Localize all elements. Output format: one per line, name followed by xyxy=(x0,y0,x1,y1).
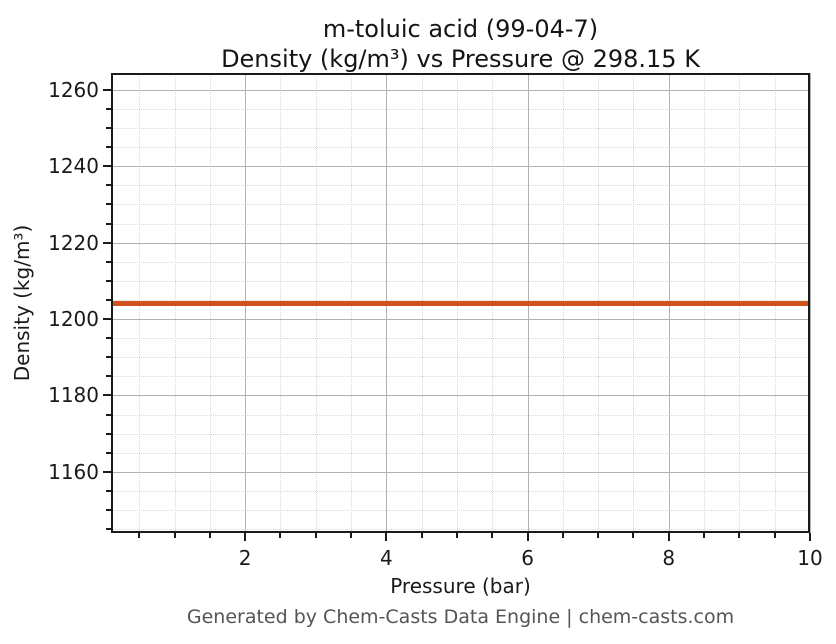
chart-title-line-1: m-toluic acid (99-04-7) xyxy=(322,15,599,43)
x-minor-tick xyxy=(597,533,600,538)
chart-title: m-toluic acid (99-04-7) Density (kg/m³) … xyxy=(111,14,810,74)
y-tick-label: 1200 xyxy=(48,307,99,332)
major-gridline-horizontal xyxy=(111,89,810,91)
major-gridline-horizontal xyxy=(111,166,810,168)
x-tick-label: 10 xyxy=(797,546,823,570)
y-minor-tick xyxy=(106,298,111,301)
x-minor-tick xyxy=(173,533,176,538)
y-minor-tick xyxy=(106,203,111,206)
x-tick-label: 2 xyxy=(238,546,252,570)
y-major-tick xyxy=(103,318,111,321)
density-line xyxy=(111,300,810,306)
minor-gridline-horizontal xyxy=(111,108,810,110)
minor-gridline-horizontal xyxy=(111,414,810,416)
y-minor-tick xyxy=(106,222,111,225)
y-major-tick xyxy=(103,88,111,91)
x-minor-tick xyxy=(138,533,141,538)
x-minor-tick xyxy=(314,533,317,538)
minor-gridline-horizontal xyxy=(111,338,810,340)
y-minor-tick xyxy=(106,146,111,149)
y-tick-label: 1240 xyxy=(48,154,99,179)
x-minor-tick xyxy=(420,533,423,538)
major-gridline-horizontal xyxy=(111,319,810,321)
major-gridline-horizontal xyxy=(111,242,810,244)
x-tick-label: 8 xyxy=(662,546,676,570)
y-minor-tick xyxy=(106,184,111,187)
x-major-tick xyxy=(809,533,811,541)
x-major-tick xyxy=(667,533,670,541)
y-tick-label: 1160 xyxy=(48,459,99,484)
x-minor-tick xyxy=(491,533,494,538)
minor-gridline-horizontal xyxy=(111,529,810,531)
x-minor-tick xyxy=(773,533,776,538)
x-tick-label: 6 xyxy=(521,546,534,570)
x-minor-tick xyxy=(738,533,741,538)
minor-gridline-horizontal xyxy=(111,204,810,206)
y-minor-tick xyxy=(106,279,111,282)
major-gridline-vertical xyxy=(810,73,811,533)
x-minor-tick xyxy=(279,533,282,538)
minor-gridline-horizontal xyxy=(111,433,810,435)
y-tick-label: 1220 xyxy=(48,230,99,255)
footer-credit: Generated by Chem-Casts Data Engine | ch… xyxy=(186,606,735,628)
x-minor-tick xyxy=(632,533,635,538)
y-minor-tick xyxy=(106,451,111,454)
y-minor-tick xyxy=(106,432,111,435)
minor-gridline-horizontal xyxy=(111,185,810,187)
x-minor-tick xyxy=(561,533,564,538)
x-major-tick xyxy=(385,533,388,541)
minor-gridline-horizontal xyxy=(111,261,810,263)
minor-gridline-horizontal xyxy=(111,223,810,225)
y-minor-tick xyxy=(106,489,111,492)
minor-gridline-horizontal xyxy=(111,147,810,149)
minor-gridline-horizontal xyxy=(111,376,810,378)
y-tick-label: 1260 xyxy=(48,77,99,102)
y-minor-tick xyxy=(106,413,111,416)
y-minor-tick xyxy=(106,356,111,359)
y-minor-tick xyxy=(106,337,111,340)
x-minor-tick xyxy=(455,533,458,538)
y-minor-tick xyxy=(106,107,111,110)
y-major-tick xyxy=(103,165,111,168)
y-minor-tick xyxy=(106,509,111,512)
minor-gridline-horizontal xyxy=(111,280,810,282)
y-major-tick xyxy=(103,394,111,397)
minor-gridline-horizontal xyxy=(111,299,810,301)
y-major-tick xyxy=(103,241,111,244)
x-major-tick xyxy=(244,533,247,541)
major-gridline-horizontal xyxy=(111,471,810,473)
x-minor-tick xyxy=(703,533,706,538)
x-major-tick xyxy=(526,533,529,541)
y-major-tick xyxy=(103,470,111,473)
y-minor-tick xyxy=(106,127,111,130)
y-minor-tick xyxy=(106,260,111,263)
major-gridline-horizontal xyxy=(111,395,810,397)
minor-gridline-horizontal xyxy=(111,128,810,130)
minor-gridline-horizontal xyxy=(111,452,810,454)
minor-gridline-horizontal xyxy=(111,490,810,492)
x-minor-tick xyxy=(350,533,353,538)
y-tick-label: 1180 xyxy=(48,383,99,408)
plot-area xyxy=(111,73,811,533)
chart-title-line-2: Density (kg/m³) vs Pressure @ 298.15 K xyxy=(221,45,700,73)
x-minor-tick xyxy=(208,533,211,538)
x-tick-label: 4 xyxy=(379,546,393,570)
x-axis-label: Pressure (bar) xyxy=(390,574,531,598)
minor-gridline-horizontal xyxy=(111,510,810,512)
y-minor-tick xyxy=(106,528,111,531)
y-minor-tick xyxy=(106,375,111,378)
minor-gridline-horizontal xyxy=(111,357,810,359)
